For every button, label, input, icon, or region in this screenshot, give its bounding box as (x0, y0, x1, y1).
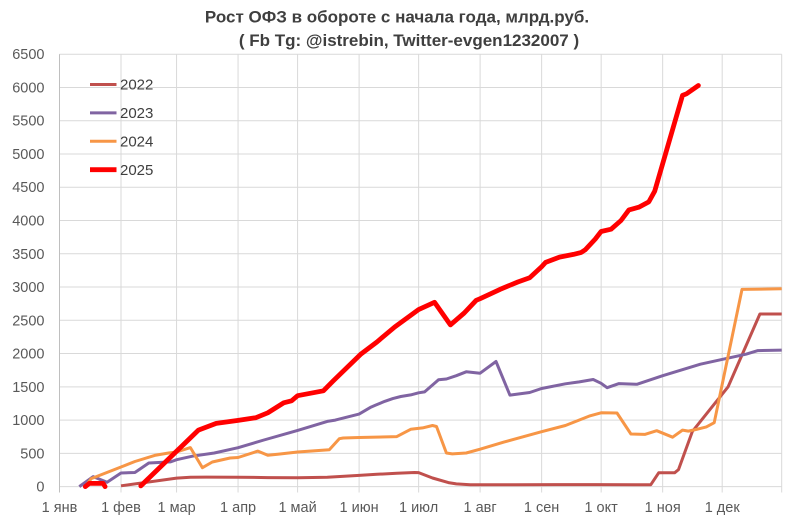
svg-text:2500: 2500 (12, 313, 44, 329)
svg-text:6000: 6000 (12, 81, 44, 97)
svg-text:1000: 1000 (12, 413, 44, 429)
svg-text:2025: 2025 (120, 162, 153, 179)
svg-text:1 авг: 1 авг (464, 500, 497, 516)
svg-text:1 сен: 1 сен (524, 500, 559, 516)
svg-text:2000: 2000 (12, 347, 44, 363)
svg-text:1 дек: 1 дек (705, 500, 741, 516)
svg-text:2023: 2023 (120, 105, 153, 122)
svg-text:1 мар: 1 мар (157, 500, 195, 516)
svg-text:1 июл: 1 июл (399, 500, 438, 516)
svg-text:( Fb Tg: @istrebin, Twitter-ev: ( Fb Tg: @istrebin, Twitter-evgen1232007… (239, 31, 579, 50)
svg-text:1 май: 1 май (278, 500, 316, 516)
svg-text:1500: 1500 (12, 380, 44, 396)
svg-text:3500: 3500 (12, 247, 44, 263)
svg-text:500: 500 (20, 446, 44, 462)
svg-text:3000: 3000 (12, 280, 44, 296)
svg-text:1 янв: 1 янв (42, 500, 78, 516)
svg-text:4500: 4500 (12, 180, 44, 196)
svg-text:2024: 2024 (120, 134, 153, 151)
svg-text:2022: 2022 (120, 77, 153, 94)
svg-text:1 апр: 1 апр (220, 500, 256, 516)
svg-text:6500: 6500 (12, 47, 44, 63)
svg-text:4000: 4000 (12, 214, 44, 230)
svg-text:1 фев: 1 фев (101, 500, 141, 516)
svg-text:5000: 5000 (12, 147, 44, 163)
svg-text:1 июн: 1 июн (340, 500, 379, 516)
svg-text:1 окт: 1 окт (584, 500, 618, 516)
svg-text:5500: 5500 (12, 114, 44, 130)
svg-text:0: 0 (36, 480, 44, 496)
svg-text:1 ноя: 1 ноя (645, 500, 681, 516)
svg-text:Рост ОФЗ в обороте с начала го: Рост ОФЗ в обороте с начала года, млрд.р… (205, 8, 589, 27)
